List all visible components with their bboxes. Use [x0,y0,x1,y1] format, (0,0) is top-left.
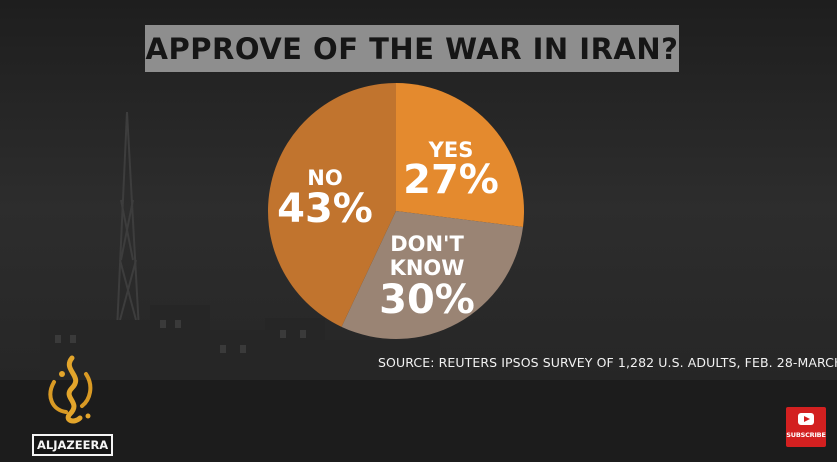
aljazeera-wordmark: ALJAZEERA [32,434,114,456]
slice-label: NO [307,166,342,190]
subscribe-button[interactable]: SUBSCRIBE [786,407,826,447]
chart-title: APPROVE OF THE WAR IN IRAN? [145,31,679,66]
aljazeera-logo[interactable]: ALJAZEERA [32,352,114,456]
slice-label: KNOW [390,256,465,280]
aljazeera-calligraphy-icon [48,355,93,424]
slice-value-label: 43% [277,186,373,232]
radio-tower [116,111,140,331]
slice-value-label: 30% [379,277,475,323]
chart-title-box: APPROVE OF THE WAR IN IRAN? [145,25,679,72]
city-skyline [0,305,837,462]
subscribe-label: SUBSCRIBE [786,431,826,439]
pie-slice-don-t-know [341,211,523,339]
pie-slice-no [267,83,396,327]
pie-slice-yes [396,83,524,228]
skyline-windows [55,320,306,353]
youtube-play-icon [798,413,814,425]
slice-label: DON'T [390,232,464,256]
slice-value-label: 27% [403,157,499,203]
source-note: SOURCE: REUTERS IPSOS SURVEY OF 1,282 U.… [378,355,837,370]
slice-label: YES [428,138,474,162]
